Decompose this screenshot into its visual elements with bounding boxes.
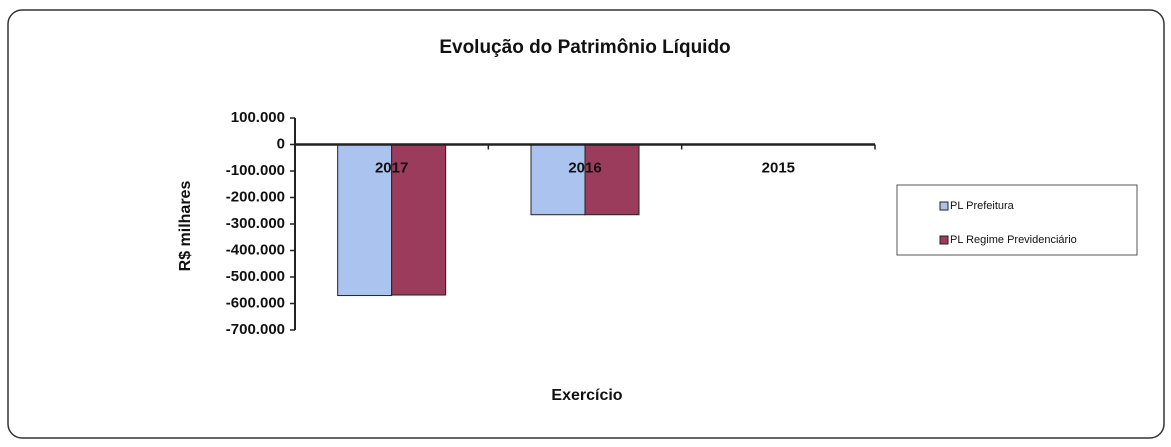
legend-swatch: [939, 201, 949, 211]
y-tick-label: -600.000: [226, 294, 285, 311]
legend-swatch: [939, 235, 949, 245]
bar: [584, 144, 640, 216]
x-tick-label: 2016: [568, 159, 601, 176]
x-tick-label: 2015: [762, 159, 795, 176]
y-tick-label: 100.000: [231, 109, 285, 126]
y-tick-label: -200.000: [226, 188, 285, 205]
y-tick-label: -400.000: [226, 241, 285, 258]
chart-frame: [7, 9, 1165, 439]
y-tick-label: 0: [277, 135, 285, 152]
legend-label: PL Prefeitura: [950, 200, 1015, 212]
y-tick-label: -100.000: [226, 162, 285, 179]
y-tick-label: -700.000: [226, 321, 285, 338]
legend-box: [896, 184, 1138, 256]
y-tick-label: -300.000: [226, 215, 285, 232]
x-tick-label: 2017: [375, 159, 408, 176]
bar: [391, 144, 447, 296]
y-axis-title: R$ milhares: [177, 181, 194, 272]
bar: [530, 144, 586, 216]
x-axis-title: Exercício: [551, 387, 622, 404]
bar: [337, 144, 393, 297]
legend-label: PL Regime Previdenciário: [950, 234, 1077, 246]
chart-title: Evolução do Patrimônio Líquido: [439, 37, 730, 58]
y-tick-label: -500.000: [226, 268, 285, 285]
